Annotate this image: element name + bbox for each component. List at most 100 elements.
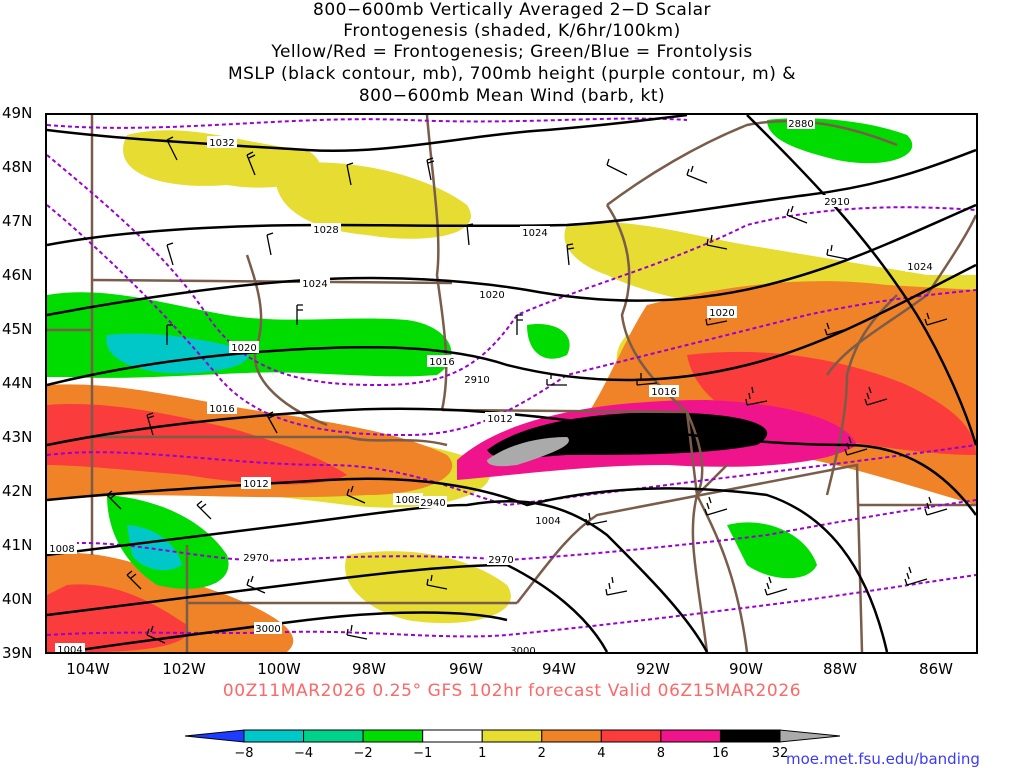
svg-text:1024: 1024: [302, 279, 327, 290]
colorbar-segment: [719, 729, 781, 743]
wind-barb: [346, 485, 366, 504]
lon-label-96w: 96W: [449, 660, 483, 678]
height-contour: [47, 499, 976, 562]
svg-text:1020: 1020: [479, 290, 504, 301]
wind-barb: [745, 386, 768, 406]
mslp-contour: [746, 115, 976, 446]
height-label: 2940: [419, 496, 447, 509]
height-contour: [47, 444, 976, 507]
wind-barb: [266, 411, 278, 434]
colorbar-segment: [303, 729, 364, 743]
svg-text:3000: 3000: [510, 646, 535, 652]
colorbar-label: −8: [234, 746, 254, 761]
colorbar-label: 2: [537, 746, 546, 761]
wind-barb: [904, 566, 928, 586]
wind-barb: [786, 205, 808, 224]
lon-label-102w: 102W: [162, 660, 206, 678]
wind-barb: [126, 570, 142, 590]
mslp-contour: [47, 148, 976, 247]
svg-text:2910: 2910: [824, 197, 849, 208]
lat-label-45n: 45N: [2, 320, 33, 338]
mslp-label: 1024: [520, 226, 550, 239]
svg-text:1016: 1016: [429, 357, 454, 368]
wind-barb: [605, 576, 628, 596]
lat-label-42n: 42N: [2, 482, 33, 500]
svg-text:1024: 1024: [522, 228, 547, 239]
colorbar-segment: [481, 729, 543, 743]
mslp-contour: [47, 115, 688, 153]
credit-url[interactable]: moe.met.fsu.edu/banding: [786, 750, 980, 768]
colorbar: [184, 729, 841, 743]
lat-label-41n: 41N: [2, 536, 33, 554]
colorbar-segment: [660, 729, 721, 743]
lat-label-40n: 40N: [2, 590, 33, 608]
wind-barb: [636, 373, 658, 386]
lon-label-90w: 90W: [729, 660, 763, 678]
colorbar-segment: [243, 729, 305, 743]
title-line-1: 800−600mb Vertically Averaged 2−D Scalar: [313, 0, 711, 20]
frontogenesis-red-area: [47, 404, 347, 485]
frontolysis-green-area: [767, 118, 913, 164]
svg-text:1024: 1024: [907, 262, 932, 273]
mslp-label: 1008: [393, 493, 423, 506]
lon-label-98w: 98W: [352, 660, 386, 678]
mslp-contours: [47, 115, 976, 652]
mslp-contour: [47, 563, 609, 652]
frontolysis-green-area: [527, 324, 570, 359]
wind-barb: [106, 490, 122, 510]
title-line-3: Yellow/Red = Frontogenesis; Green/Blue =…: [271, 42, 753, 62]
mslp-label: 1032: [207, 136, 237, 149]
lon-label-86w: 86W: [919, 660, 953, 678]
wind-barb: [686, 165, 708, 184]
height-label: 2910: [463, 373, 491, 386]
wind-barb: [585, 512, 608, 526]
map-panel: 1032 1028 1024 1024 1020 1024 1020 1020 …: [45, 113, 978, 654]
lat-label-46n: 46N: [2, 266, 33, 284]
wind-barb: [706, 234, 728, 250]
wind-barb: [246, 575, 266, 594]
lat-label-44n: 44N: [2, 374, 33, 392]
lon-label-104w: 104W: [66, 660, 110, 678]
svg-text:2910: 2910: [464, 375, 489, 386]
state-border-mo: [516, 463, 864, 652]
svg-text:1016: 1016: [209, 404, 234, 415]
mslp-contour: [66, 611, 508, 652]
mslp-label: 1004: [55, 643, 85, 652]
colorbar-segment: [362, 729, 424, 743]
lon-label-88w: 88W: [823, 660, 857, 678]
wind-barb: [166, 136, 178, 161]
mslp-contour: [47, 407, 976, 516]
wind-barb: [864, 386, 888, 406]
frontogenesis-gray-area: [487, 437, 569, 467]
lat-label-43n: 43N: [2, 428, 33, 446]
wind-barb: [546, 373, 567, 386]
colorbar-segment: [422, 729, 483, 743]
svg-text:2970: 2970: [243, 553, 268, 564]
svg-text:1032: 1032: [209, 138, 234, 149]
contour-labels: 1032 1028 1024 1024 1020 1024 1020 1020 …: [47, 117, 935, 652]
svg-text:1016: 1016: [651, 387, 676, 398]
svg-text:1004: 1004: [57, 645, 82, 652]
mslp-label: 1004: [533, 514, 563, 527]
wind-barbs: [106, 136, 948, 644]
wind-barb: [566, 243, 575, 266]
frontolysis-green-area: [727, 522, 817, 579]
frontogenesis-yellow-area: [275, 162, 471, 239]
wind-barb: [196, 500, 212, 520]
colorbar-label: 4: [597, 746, 606, 761]
colorbar-left-arrow: [184, 729, 245, 743]
wind-barb: [826, 244, 848, 260]
colorbar-segment: [541, 729, 602, 743]
wind-barb: [606, 158, 628, 176]
svg-text:2940: 2940: [420, 498, 445, 509]
height-label: 3000: [509, 644, 537, 652]
wind-barb: [466, 223, 474, 246]
wind-barb: [246, 151, 256, 176]
height-label: 2880: [787, 117, 815, 130]
wind-barb: [426, 157, 435, 181]
lon-label-100w: 100W: [257, 660, 301, 678]
frontogenesis-red-area: [687, 351, 976, 455]
lat-label-48n: 48N: [2, 158, 33, 176]
height-label: 2970: [487, 553, 515, 566]
mslp-label: 1012: [485, 412, 515, 425]
